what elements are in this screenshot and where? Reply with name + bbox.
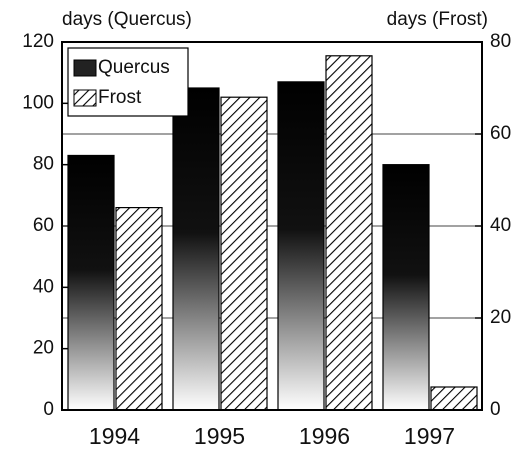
bar xyxy=(115,207,163,411)
y-tick-label: 120 xyxy=(22,31,54,52)
bar xyxy=(382,164,430,411)
y2-tick-label: 40 xyxy=(490,215,511,236)
x-tick-label: 1995 xyxy=(194,423,245,449)
bar xyxy=(172,87,220,411)
y2-axis-label: days (Frost) xyxy=(387,9,488,30)
legend-label: Quercus xyxy=(98,57,170,78)
y2-tick-label: 20 xyxy=(490,307,511,328)
y-tick-label: 80 xyxy=(33,154,54,175)
y-tick-label: 0 xyxy=(43,399,54,420)
legend-swatch xyxy=(73,59,97,77)
y2-tick-label: 0 xyxy=(490,399,501,420)
plot-frame xyxy=(61,41,483,411)
bar xyxy=(430,386,478,411)
y-tick-label: 60 xyxy=(33,215,54,236)
x-tick-label: 1997 xyxy=(404,423,455,449)
y-tick-label: 100 xyxy=(22,92,54,113)
bar xyxy=(277,81,325,411)
x-tick-label: 1994 xyxy=(89,423,140,449)
y-axis-label: days (Quercus) xyxy=(62,9,192,30)
bar xyxy=(67,154,115,411)
y2-tick-label: 60 xyxy=(490,123,511,144)
bar xyxy=(325,55,373,411)
bar xyxy=(220,96,268,411)
y-tick-label: 20 xyxy=(33,338,54,359)
legend-swatch xyxy=(73,89,97,107)
y-tick-label: 40 xyxy=(33,276,54,297)
y2-tick-label: 80 xyxy=(490,31,511,52)
legend-label: Frost xyxy=(98,87,142,108)
x-tick-label: 1996 xyxy=(299,423,350,449)
